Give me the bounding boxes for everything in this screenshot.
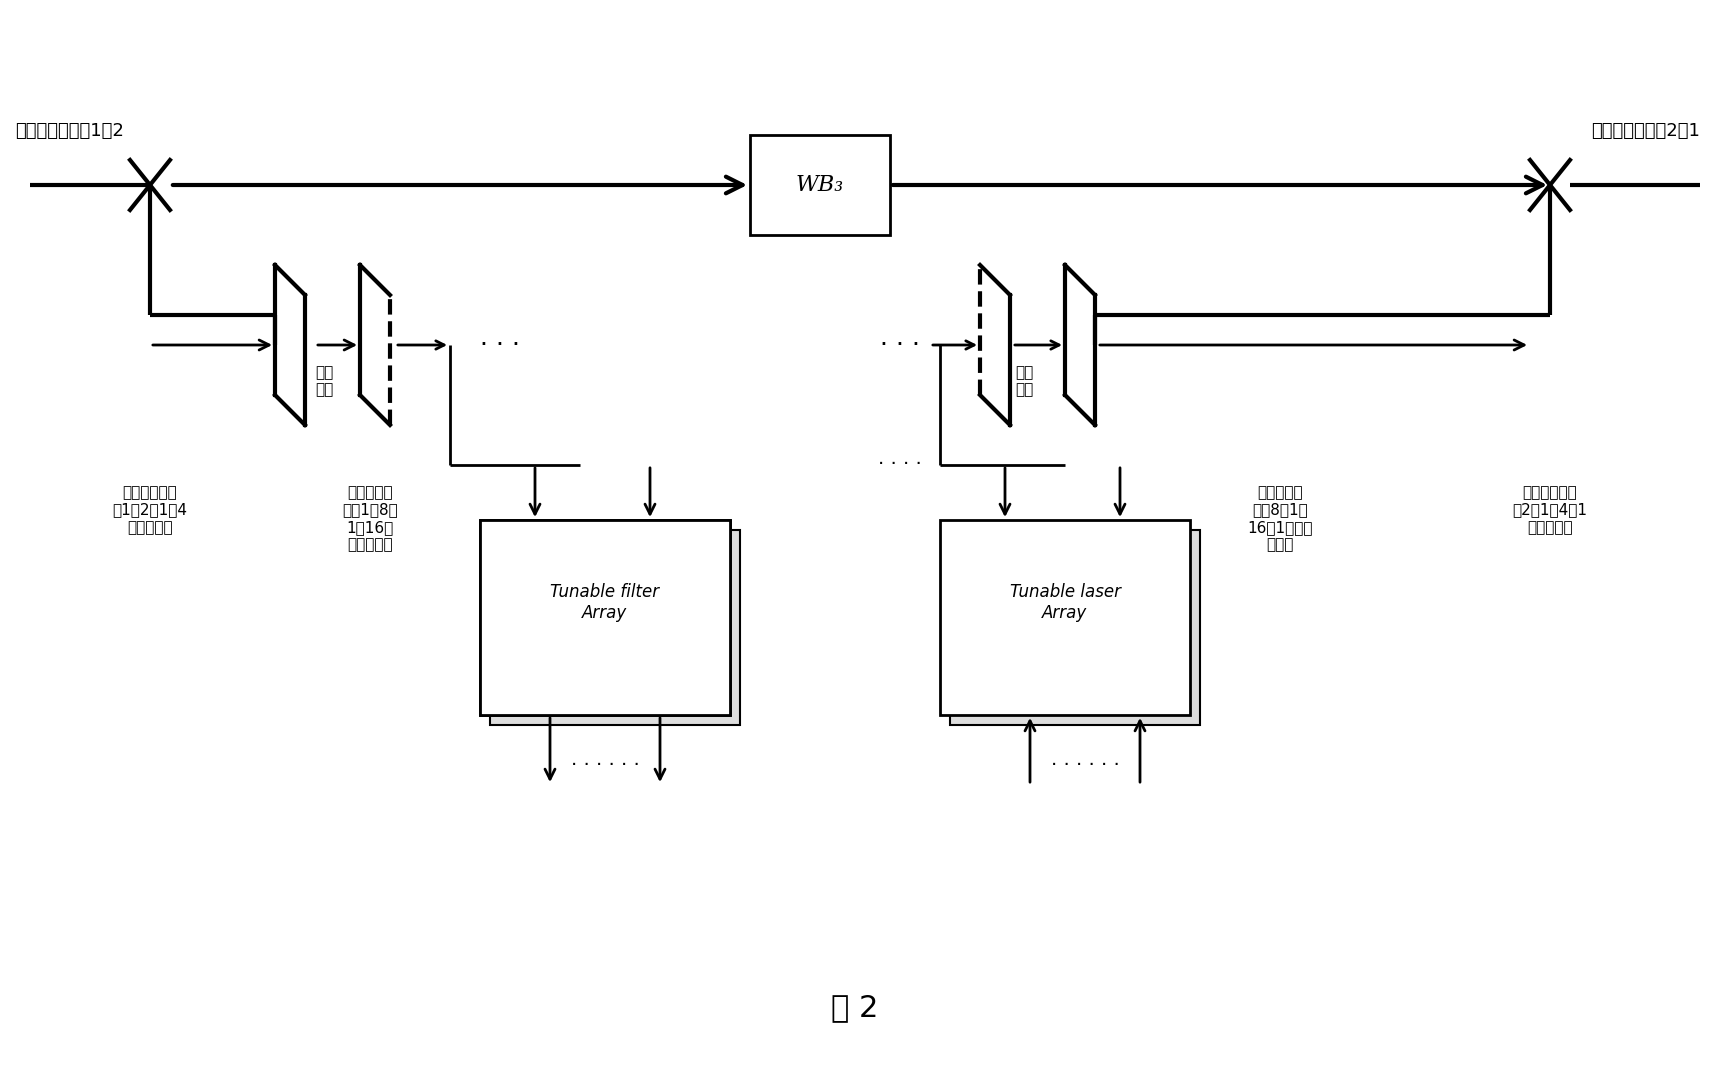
Text: · · ·: · · ·: [880, 333, 919, 357]
Text: 耦合器型分
波器1分8或
1分16等
（下路用）: 耦合器型分 波器1分8或 1分16等 （下路用）: [342, 485, 398, 552]
Text: · · · · · ·: · · · · · ·: [1051, 756, 1119, 775]
Text: · · · ·: · · · ·: [878, 456, 921, 475]
Text: · · · · · ·: · · · · · ·: [571, 756, 639, 775]
Text: 耦合器型分波
器1分2或1分4
（升级用）: 耦合器型分波 器1分2或1分4 （升级用）: [113, 485, 188, 535]
Text: 耦合器型合波
器2合1或4合1
（升级用）: 耦合器型合波 器2合1或4合1 （升级用）: [1512, 485, 1588, 535]
Text: WB₃: WB₃: [796, 174, 844, 196]
Text: Tunable filter
Array: Tunable filter Array: [550, 584, 660, 622]
Bar: [750, 135, 890, 235]
Text: 待升
级用: 待升 级用: [314, 365, 333, 397]
Text: 耦合器型合
波器8合1或
16合1等（上
路用）: 耦合器型合 波器8合1或 16合1等（上 路用）: [1248, 485, 1313, 552]
Bar: [480, 520, 730, 715]
Text: 耦合器型合波器2合1: 耦合器型合波器2合1: [1591, 122, 1700, 140]
Text: 图 2: 图 2: [831, 994, 878, 1022]
Bar: [940, 520, 1189, 715]
Bar: [950, 530, 1200, 725]
Text: Tunable laser
Array: Tunable laser Array: [1010, 584, 1121, 622]
Text: · · ·: · · ·: [480, 333, 520, 357]
Text: 待升
级用: 待升 级用: [1015, 365, 1034, 397]
Text: 耦合器型分波器1分2: 耦合器型分波器1分2: [15, 122, 123, 140]
Bar: [490, 530, 740, 725]
